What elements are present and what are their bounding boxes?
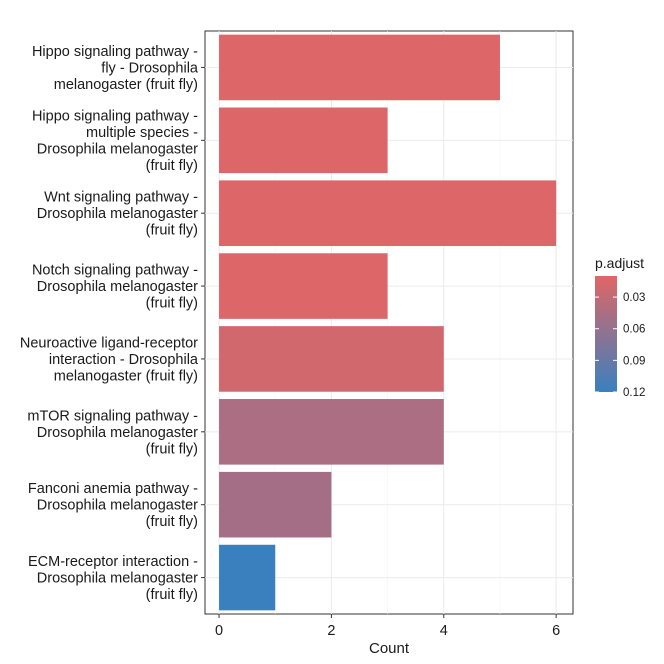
x-tick-label: 4 <box>440 623 448 639</box>
legend-title: p.adjust <box>595 255 644 271</box>
x-tick-label: 2 <box>327 623 335 639</box>
category-label-line: Drosophila melanogaster <box>37 206 198 222</box>
bar <box>219 180 557 246</box>
category-label-line: (fruit fly) <box>146 158 198 174</box>
category-label-line: (fruit fly) <box>146 587 198 603</box>
category-label-line: Wnt signaling pathway - <box>44 190 198 206</box>
category-label-line: interaction - Drosophila <box>49 352 199 368</box>
category-label-line: melanogaster (fruit fly) <box>54 77 198 93</box>
category-label-line: Drosophila melanogaster <box>37 279 198 295</box>
category-label: mTOR signaling pathway -Drosophila melan… <box>27 408 198 457</box>
category-label-line: multiple species - <box>86 125 198 141</box>
bar <box>219 471 332 538</box>
legend-colorbar <box>595 276 617 392</box>
legend-tick-label: 0.12 <box>623 387 645 399</box>
category-label: Hippo signaling pathway -multiple specie… <box>32 109 198 175</box>
category-label-line: Hippo signaling pathway - <box>32 109 198 125</box>
bar <box>219 544 276 611</box>
x-tick-label: 0 <box>215 623 223 639</box>
category-label-line: ECM-receptor interaction - <box>28 554 198 570</box>
category-label-line: mTOR signaling pathway - <box>27 408 198 424</box>
x-tick-label: 6 <box>552 623 560 639</box>
x-axis-title: Count <box>369 640 410 657</box>
category-label: Fanconi anemia pathway -Drosophila melan… <box>28 481 198 530</box>
category-label: Wnt signaling pathway -Drosophila melano… <box>37 190 198 239</box>
category-label-line: (fruit fly) <box>146 514 198 530</box>
bars <box>219 34 557 611</box>
bar <box>219 399 444 465</box>
category-label-line: (fruit fly) <box>146 296 198 312</box>
category-label-line: Fanconi anemia pathway - <box>28 481 198 497</box>
category-label-line: melanogaster (fruit fly) <box>54 368 198 384</box>
category-label-line: Drosophila melanogaster <box>37 425 198 441</box>
category-label-line: Notch signaling pathway - <box>32 263 198 279</box>
category-label-line: Neuroactive ligand-receptor <box>20 335 198 351</box>
bar <box>219 326 444 392</box>
category-label-line: (fruit fly) <box>146 223 198 239</box>
category-label-line: Hippo signaling pathway - <box>32 44 198 60</box>
bar <box>219 107 388 174</box>
x-axis-ticks: 0 2 4 6 <box>215 614 560 639</box>
category-label-line: Drosophila melanogaster <box>37 142 198 158</box>
category-label-line: fly - Drosophila <box>101 60 199 76</box>
legend-tick-label: 0.09 <box>623 355 645 367</box>
legend-tick-label: 0.06 <box>623 324 645 336</box>
category-label-line: Drosophila melanogaster <box>37 498 198 514</box>
category-label-line: (fruit fly) <box>146 441 198 457</box>
bar <box>219 34 500 101</box>
category-labels: Hippo signaling pathway -fly - Drosophil… <box>20 44 205 603</box>
category-label: Notch signaling pathway -Drosophila mela… <box>32 263 198 312</box>
legend-tick-label: 0.03 <box>623 292 645 304</box>
category-label: ECM-receptor interaction -Drosophila mel… <box>28 554 198 603</box>
bar <box>219 253 388 319</box>
category-label: Neuroactive ligand-receptor interaction -… <box>20 335 199 384</box>
category-label: Hippo signaling pathway -fly - Drosophil… <box>32 44 199 93</box>
color-legend: p.adjust 0.03 0.06 0.09 0.12 <box>595 255 645 399</box>
category-label-line: Drosophila melanogaster <box>37 571 198 587</box>
